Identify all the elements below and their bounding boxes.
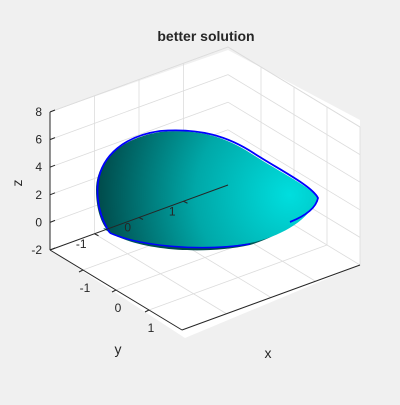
y-tick-label: 1 bbox=[169, 204, 176, 218]
y-tick-label: -1 bbox=[76, 237, 87, 251]
y-tick-label: 0 bbox=[124, 221, 131, 235]
box-edge bbox=[49, 46, 229, 113]
z-tick-mark bbox=[49, 247, 56, 251]
y-tick-mark bbox=[94, 233, 99, 237]
x-axis-label: x bbox=[265, 345, 272, 361]
x-box-edge-right bbox=[181, 264, 361, 331]
z-grid-line-left bbox=[49, 101, 229, 168]
z-tick-mark bbox=[49, 164, 56, 168]
x-tick-mark bbox=[111, 289, 117, 293]
z-tick-label: -2 bbox=[31, 243, 42, 257]
y-grid-line-floor bbox=[94, 233, 227, 315]
z-tick-label: 8 bbox=[35, 105, 42, 119]
z-grid-line-right bbox=[227, 101, 361, 183]
surface-boundary-curve-lower bbox=[109, 232, 251, 249]
y-tick-mark bbox=[138, 217, 144, 220]
x-tick-mark bbox=[144, 309, 150, 313]
z-tick-label: 0 bbox=[35, 215, 42, 229]
z-tick-label: 6 bbox=[35, 133, 42, 147]
z-tick-mark bbox=[49, 219, 56, 223]
x-tick-label: 0 bbox=[115, 301, 122, 315]
x-tick-label: -1 bbox=[80, 281, 91, 295]
surface-boundary-curve bbox=[96, 129, 319, 234]
tick-labels: -1 0 1 -1 0 1 -2 0 2 4 6 8 bbox=[31, 105, 175, 335]
z-grid-line-right bbox=[227, 74, 361, 155]
z-grid-line-right bbox=[227, 129, 361, 211]
surface bbox=[96, 129, 319, 251]
y-axis-label: y bbox=[115, 341, 122, 357]
y-tick-mark bbox=[183, 200, 188, 204]
x-tick-label: 1 bbox=[148, 321, 155, 335]
box-edge bbox=[227, 46, 361, 128]
x-tick-mark bbox=[78, 269, 84, 273]
z-tick-label: 2 bbox=[35, 188, 42, 202]
z-grid-line-left bbox=[49, 74, 229, 140]
axis-lines bbox=[49, 109, 361, 331]
z-tick-mark bbox=[49, 109, 56, 113]
surface-body bbox=[96, 131, 318, 248]
z-tick-label: 4 bbox=[35, 160, 42, 174]
z-axis-label: z bbox=[9, 180, 25, 187]
z-tick-mark bbox=[49, 192, 56, 196]
chart-title: better solution bbox=[157, 28, 254, 44]
z-tick-mark bbox=[49, 137, 56, 141]
